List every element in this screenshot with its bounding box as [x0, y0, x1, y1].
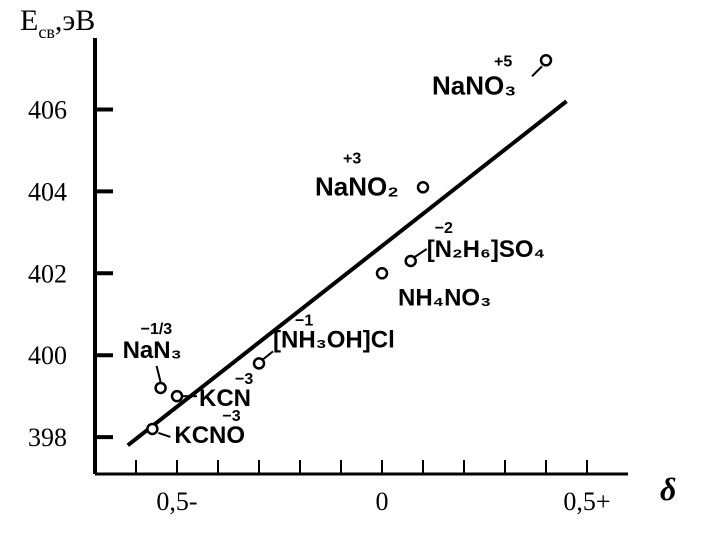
- y-axis-title: Eсв,эВ: [20, 4, 95, 42]
- point-NaNO2: [416, 181, 430, 194]
- point-label-NH4NO3: NH₄NO₃: [398, 284, 491, 311]
- points: [146, 54, 553, 438]
- fit-line-group: [126, 99, 568, 447]
- y-tick-label-4: 406: [28, 95, 67, 124]
- oxidation-state-N2H6SO4: −2: [435, 220, 453, 237]
- y-tick-label-0: 398: [28, 423, 67, 452]
- y-tick-label-2: 402: [28, 259, 67, 288]
- point-KCNO: [146, 422, 159, 436]
- leader-NH3OHCl: [262, 350, 274, 361]
- leader-NaN3: [155, 365, 162, 383]
- point-label-KCN: KCN: [199, 385, 251, 412]
- ticks: 398 400 402 404 406 0,5- 0 0,5+: [28, 95, 611, 516]
- oxidation-state-NaN3: −1/3: [141, 321, 173, 338]
- x-tick-label-2: 0,5+: [563, 487, 610, 516]
- point-label-NH3OHCl: [NH₃OH]Cl: [273, 326, 395, 353]
- fit-line: [126, 99, 568, 447]
- x-axis-title: δ: [660, 471, 676, 507]
- leader-N2H6SO4: [414, 248, 428, 258]
- point-NH4NO3: [375, 267, 389, 280]
- oxidation-state-KCNO: −3: [222, 408, 240, 425]
- leader-KCNO: [158, 431, 171, 438]
- point-label-NaNO3: NaNO₃: [432, 70, 516, 100]
- x-tick-label-0: 0,5-: [156, 487, 197, 516]
- point-label-NaN3: NaN₃: [123, 337, 182, 364]
- y-tick-label-3: 404: [28, 177, 67, 206]
- point-label-NaNO2: NaNO₂: [315, 171, 399, 201]
- point-label-KCNO: KCNO: [174, 422, 245, 449]
- axes: Eсв,эВ δ: [20, 4, 676, 507]
- leader-NaNO3: [531, 65, 543, 77]
- oxidation-state-NaNO2: +3: [343, 150, 361, 167]
- point-N2H6SO4: [404, 254, 417, 268]
- oxidation-state-NH3OHCl: −1: [295, 312, 313, 329]
- kcn-ox: −3: [235, 371, 253, 388]
- point-KCN: [170, 389, 184, 403]
- x-tick-label-1: 0: [376, 487, 389, 516]
- point-NaNO3: [539, 54, 553, 67]
- y-tick-label-1: 400: [28, 341, 67, 370]
- point-NaN3: [154, 381, 167, 395]
- point-NH3OHCl: [252, 357, 266, 370]
- oxidation-state-NaNO3: +5: [494, 53, 512, 70]
- point-label-N2H6SO4: [N₂H₆]SO₄: [427, 236, 545, 263]
